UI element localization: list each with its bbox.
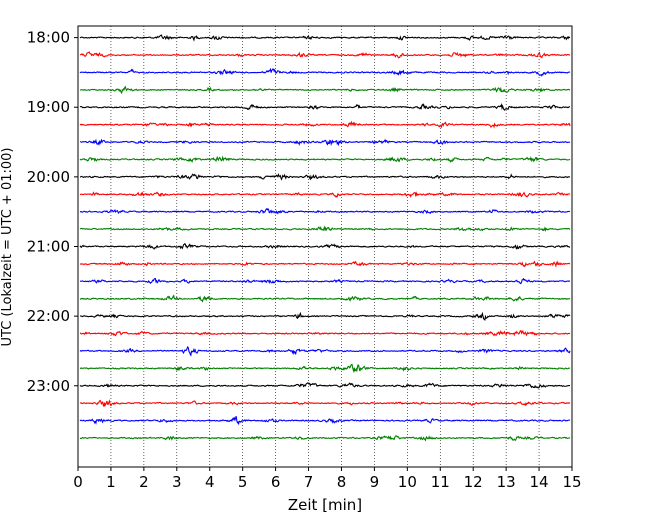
y-tick-label: 22:00: [27, 307, 70, 325]
seismic-trace: [79, 225, 571, 232]
seismic-trace: [79, 399, 571, 407]
seismic-trace: [79, 102, 571, 111]
seismic-trace: [79, 34, 571, 42]
x-tick-label: 11: [431, 473, 450, 491]
x-tick-label: 13: [497, 473, 516, 491]
seismic-trace: [79, 311, 571, 321]
seismic-trace: [79, 363, 571, 374]
x-tick-label: 3: [172, 473, 182, 491]
x-tick-label: 8: [337, 473, 347, 491]
seismic-trace: [79, 138, 571, 147]
seismic-trace: [79, 382, 571, 389]
seismic-trace: [79, 345, 571, 357]
x-tick-label: 6: [271, 473, 281, 491]
seismic-trace: [79, 207, 571, 215]
x-axis-label: Zeit [min]: [288, 496, 362, 514]
x-tick-label: 2: [139, 473, 149, 491]
y-tick-label: 20:00: [27, 168, 70, 186]
y-axis: 18:00 19:00 20:00 21:00 22:00 23:00: [27, 29, 78, 395]
x-tick-label: 4: [205, 473, 215, 491]
seismic-trace: [79, 243, 571, 250]
x-tick-label: 0: [73, 473, 83, 491]
seismic-trace: [79, 173, 571, 181]
x-tick-label: 7: [304, 473, 314, 491]
x-tick-label: 10: [398, 473, 417, 491]
seismic-trace: [79, 120, 571, 129]
seismic-trace: [79, 67, 571, 77]
x-tick-label: 1: [106, 473, 116, 491]
seismic-trace: [79, 294, 571, 303]
y-tick-label: 23:00: [27, 377, 70, 395]
seismic-trace: [79, 435, 571, 442]
seismic-trace: [79, 260, 571, 268]
x-tick-label: 9: [370, 473, 380, 491]
x-tick-label: 15: [562, 473, 581, 491]
seismic-trace: [79, 329, 571, 337]
seismic-trace: [79, 85, 571, 95]
y-tick-label: 19:00: [27, 98, 70, 116]
seismic-trace: [79, 277, 571, 285]
seismic-trace: [79, 416, 571, 426]
x-tick-label: 14: [530, 473, 549, 491]
y-tick-label: 21:00: [27, 238, 70, 256]
x-tick-label: 5: [238, 473, 248, 491]
seismic-trace: [79, 155, 571, 163]
x-tick-label: 12: [464, 473, 483, 491]
seismic-trace: [79, 51, 571, 59]
x-axis: 0 1 2 3 4 5 6 7 8 9 10 11 12 13 14 15: [73, 467, 582, 491]
seismic-trace: [79, 191, 571, 199]
y-tick-label: 18:00: [27, 29, 70, 47]
trace-group: [79, 34, 571, 442]
y-axis-label: UTC (Lokalzeit = UTC + 01:00): [0, 148, 15, 347]
